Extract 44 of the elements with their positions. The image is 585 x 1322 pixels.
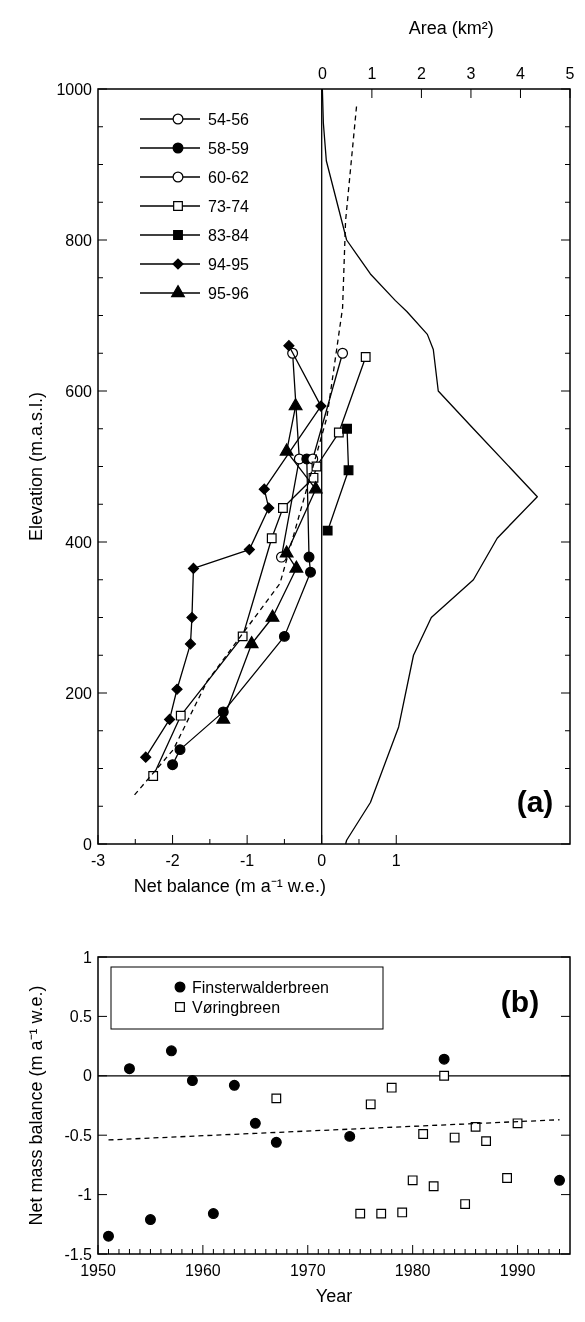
x-axis-title: Net balance (m a⁻¹ w.e.) bbox=[133, 876, 326, 896]
x-tick-label: 0 bbox=[317, 852, 327, 869]
x2-tick-label: 1 bbox=[367, 65, 377, 82]
y-tick-label: 0 bbox=[83, 835, 93, 853]
legend-label: Finsterwalderbreen bbox=[192, 978, 329, 996]
x-tick-label: -2 bbox=[165, 852, 180, 869]
y-tick-label: 400 bbox=[65, 533, 93, 551]
x2-tick-label: 3 bbox=[466, 65, 476, 82]
y-tick-label: 1000 bbox=[56, 80, 93, 98]
y-tick-label: 0 bbox=[83, 1067, 93, 1085]
x-axis-title: Year bbox=[315, 1286, 353, 1306]
x2-tick-label: 0 bbox=[317, 65, 327, 82]
x-tick-label: -1 bbox=[240, 852, 255, 869]
legend-label: 73-74 bbox=[208, 197, 250, 215]
x2-axis-title: Area (km²) bbox=[408, 18, 494, 38]
annotation: (a) bbox=[516, 785, 554, 818]
y-tick-label: 200 bbox=[65, 684, 93, 702]
x-tick-label: 1970 bbox=[289, 1262, 326, 1279]
x-tick-label: 1960 bbox=[185, 1262, 221, 1279]
x-tick-label: 1990 bbox=[499, 1262, 536, 1279]
legend-label: 58-59 bbox=[208, 139, 250, 157]
legend-label: 60-62 bbox=[208, 168, 250, 186]
legend-label: 94-95 bbox=[208, 255, 250, 273]
x-tick-label: 1980 bbox=[394, 1262, 431, 1279]
x-tick-label: 1 bbox=[391, 852, 401, 869]
x2-tick-label: 2 bbox=[416, 65, 426, 82]
y-axis-title: Net mass balance (m a⁻¹ w.e.) bbox=[26, 985, 46, 1226]
y-tick-label: -0.5 bbox=[64, 1126, 93, 1144]
annotation: (b) bbox=[500, 985, 540, 1018]
y-tick-label: 800 bbox=[65, 231, 93, 249]
y-tick-label: 1 bbox=[83, 948, 93, 966]
x2-tick-label: 4 bbox=[516, 65, 526, 82]
y-tick-label: -1 bbox=[77, 1186, 93, 1204]
y-tick-label: 600 bbox=[65, 382, 93, 400]
legend-label: 95-96 bbox=[208, 284, 250, 302]
x2-tick-label: 5 bbox=[565, 65, 575, 82]
y-tick-label: -1.5 bbox=[64, 1245, 93, 1263]
y-axis-title: Elevation (m.a.s.l.) bbox=[26, 391, 46, 542]
x-tick-label: -3 bbox=[90, 852, 106, 869]
legend-label: Vøringbreen bbox=[192, 998, 281, 1016]
legend-label: 83-84 bbox=[208, 226, 250, 244]
legend-label: 54-56 bbox=[208, 110, 250, 128]
x-tick-label: 1950 bbox=[80, 1262, 116, 1279]
y-tick-label: 0.5 bbox=[69, 1008, 93, 1025]
